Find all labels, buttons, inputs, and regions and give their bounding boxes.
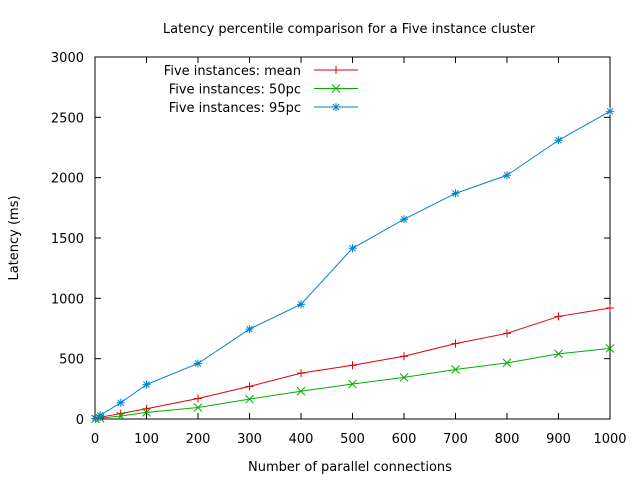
y-tick-label: 500: [59, 353, 84, 368]
data-point: [297, 369, 305, 378]
data-point: [399, 373, 409, 382]
x-tick-label: 600: [392, 432, 417, 447]
data-point: [296, 386, 306, 396]
data-point: [116, 398, 125, 407]
legend-marker: [331, 84, 341, 93]
y-tick-label: 3000: [51, 51, 84, 66]
data-point: [606, 107, 614, 116]
y-tick-label: 1500: [51, 232, 84, 247]
y-tick-label: 2500: [51, 111, 84, 126]
legend-label: Five instances: mean: [164, 64, 301, 79]
data-point: [142, 380, 151, 389]
y-tick-label: 0: [76, 413, 84, 428]
legend-item: Five instances: 95pc: [169, 101, 358, 116]
x-tick-label: 0: [91, 432, 99, 447]
data-point: [245, 382, 254, 391]
data-point: [502, 358, 512, 368]
data-point: [451, 339, 460, 348]
x-tick-label: 800: [495, 432, 520, 447]
series-layer: [91, 107, 615, 424]
data-point: [193, 403, 203, 412]
data-point: [554, 136, 563, 145]
x-axis-label: Number of parallel connections: [248, 460, 452, 475]
legend-label: Five instances: 95pc: [169, 101, 301, 116]
data-point: [451, 365, 460, 374]
data-point: [194, 359, 202, 368]
data-point: [348, 244, 357, 253]
data-point: [91, 414, 100, 423]
data-point: [451, 189, 460, 198]
data-point: [348, 379, 357, 389]
legend-item: Five instances: mean: [164, 64, 358, 79]
chart-title: Latency percentile comparison for a Five…: [163, 22, 536, 37]
data-point: [348, 361, 357, 370]
data-point: [297, 300, 305, 309]
y-tick-label: 2000: [51, 172, 84, 187]
series-1: [91, 303, 614, 423]
data-point: [503, 171, 511, 180]
data-point: [96, 411, 105, 420]
data-point: [245, 325, 254, 334]
data-point: [400, 352, 408, 361]
y-tick-label: 1000: [51, 292, 84, 307]
y-axis-label: Latency (ms): [7, 195, 22, 280]
legend-item: Five instances: 50pc: [169, 83, 358, 98]
x-tick-label: 100: [134, 432, 159, 447]
data-point: [142, 404, 151, 413]
x-tick-label: 1000: [593, 432, 626, 447]
x-tick-label: 300: [237, 432, 262, 447]
series-2: [91, 344, 615, 424]
data-point: [605, 344, 615, 353]
series-line: [95, 110, 611, 419]
legend-marker: [332, 66, 340, 74]
data-point: [400, 215, 408, 224]
x-tick-label: 900: [546, 432, 571, 447]
x-tick-label: 500: [340, 432, 365, 447]
data-point: [194, 394, 202, 403]
legend-label: Five instances: 50pc: [169, 83, 301, 98]
data-point: [142, 408, 151, 417]
x-tick-label: 200: [186, 432, 211, 447]
data-point: [503, 329, 511, 338]
data-point: [554, 349, 563, 359]
data-point: [554, 312, 563, 321]
data-point: [116, 411, 126, 421]
x-tick-label: 400: [289, 432, 314, 447]
x-tick-label: 700: [443, 432, 468, 447]
data-point: [245, 394, 254, 404]
legend: Five instances: mean Five instances: 50pc…: [164, 64, 358, 116]
series-3: [91, 107, 614, 423]
axes: 0 100 200 300 400 500 600 700 800 900 1000 0 500 1000…: [51, 51, 627, 447]
data-point: [606, 303, 614, 312]
legend-marker: [332, 103, 340, 111]
